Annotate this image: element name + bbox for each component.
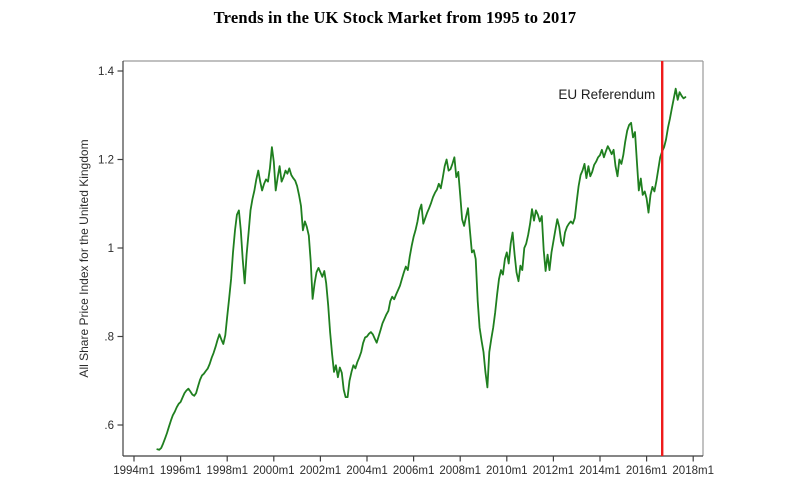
x-tick-label: 2018m1	[672, 465, 714, 477]
x-tick-label: 2014m1	[579, 465, 621, 477]
x-tick-label: 2010m1	[486, 465, 528, 477]
x-tick-label: 1996m1	[160, 465, 202, 477]
y-tick-label: 1.4	[98, 66, 115, 78]
y-tick-label: 1.2	[98, 155, 114, 167]
x-tick-label: 2000m1	[253, 465, 295, 477]
x-tick-label: 2012m1	[533, 465, 575, 477]
referendum-label: EU Referendum	[558, 87, 655, 102]
y-tick-label: .6	[104, 420, 114, 432]
x-tick-label: 1998m1	[206, 465, 248, 477]
price-series-line	[156, 87, 687, 451]
y-tick-label: 1	[108, 243, 114, 255]
chart-title: Trends in the UK Stock Market from 1995 …	[213, 8, 577, 27]
x-tick-label: 2002m1	[300, 465, 342, 477]
y-axis-title: All Share Price Index for the United Kin…	[77, 139, 91, 377]
x-tick-label: 2006m1	[393, 465, 435, 477]
x-tick-label: 1994m1	[113, 465, 155, 477]
x-tick-label: 2016m1	[626, 465, 668, 477]
x-tick-label: 2004m1	[346, 465, 388, 477]
x-tick-label: 2008m1	[439, 465, 481, 477]
y-tick-label: .8	[104, 332, 114, 344]
